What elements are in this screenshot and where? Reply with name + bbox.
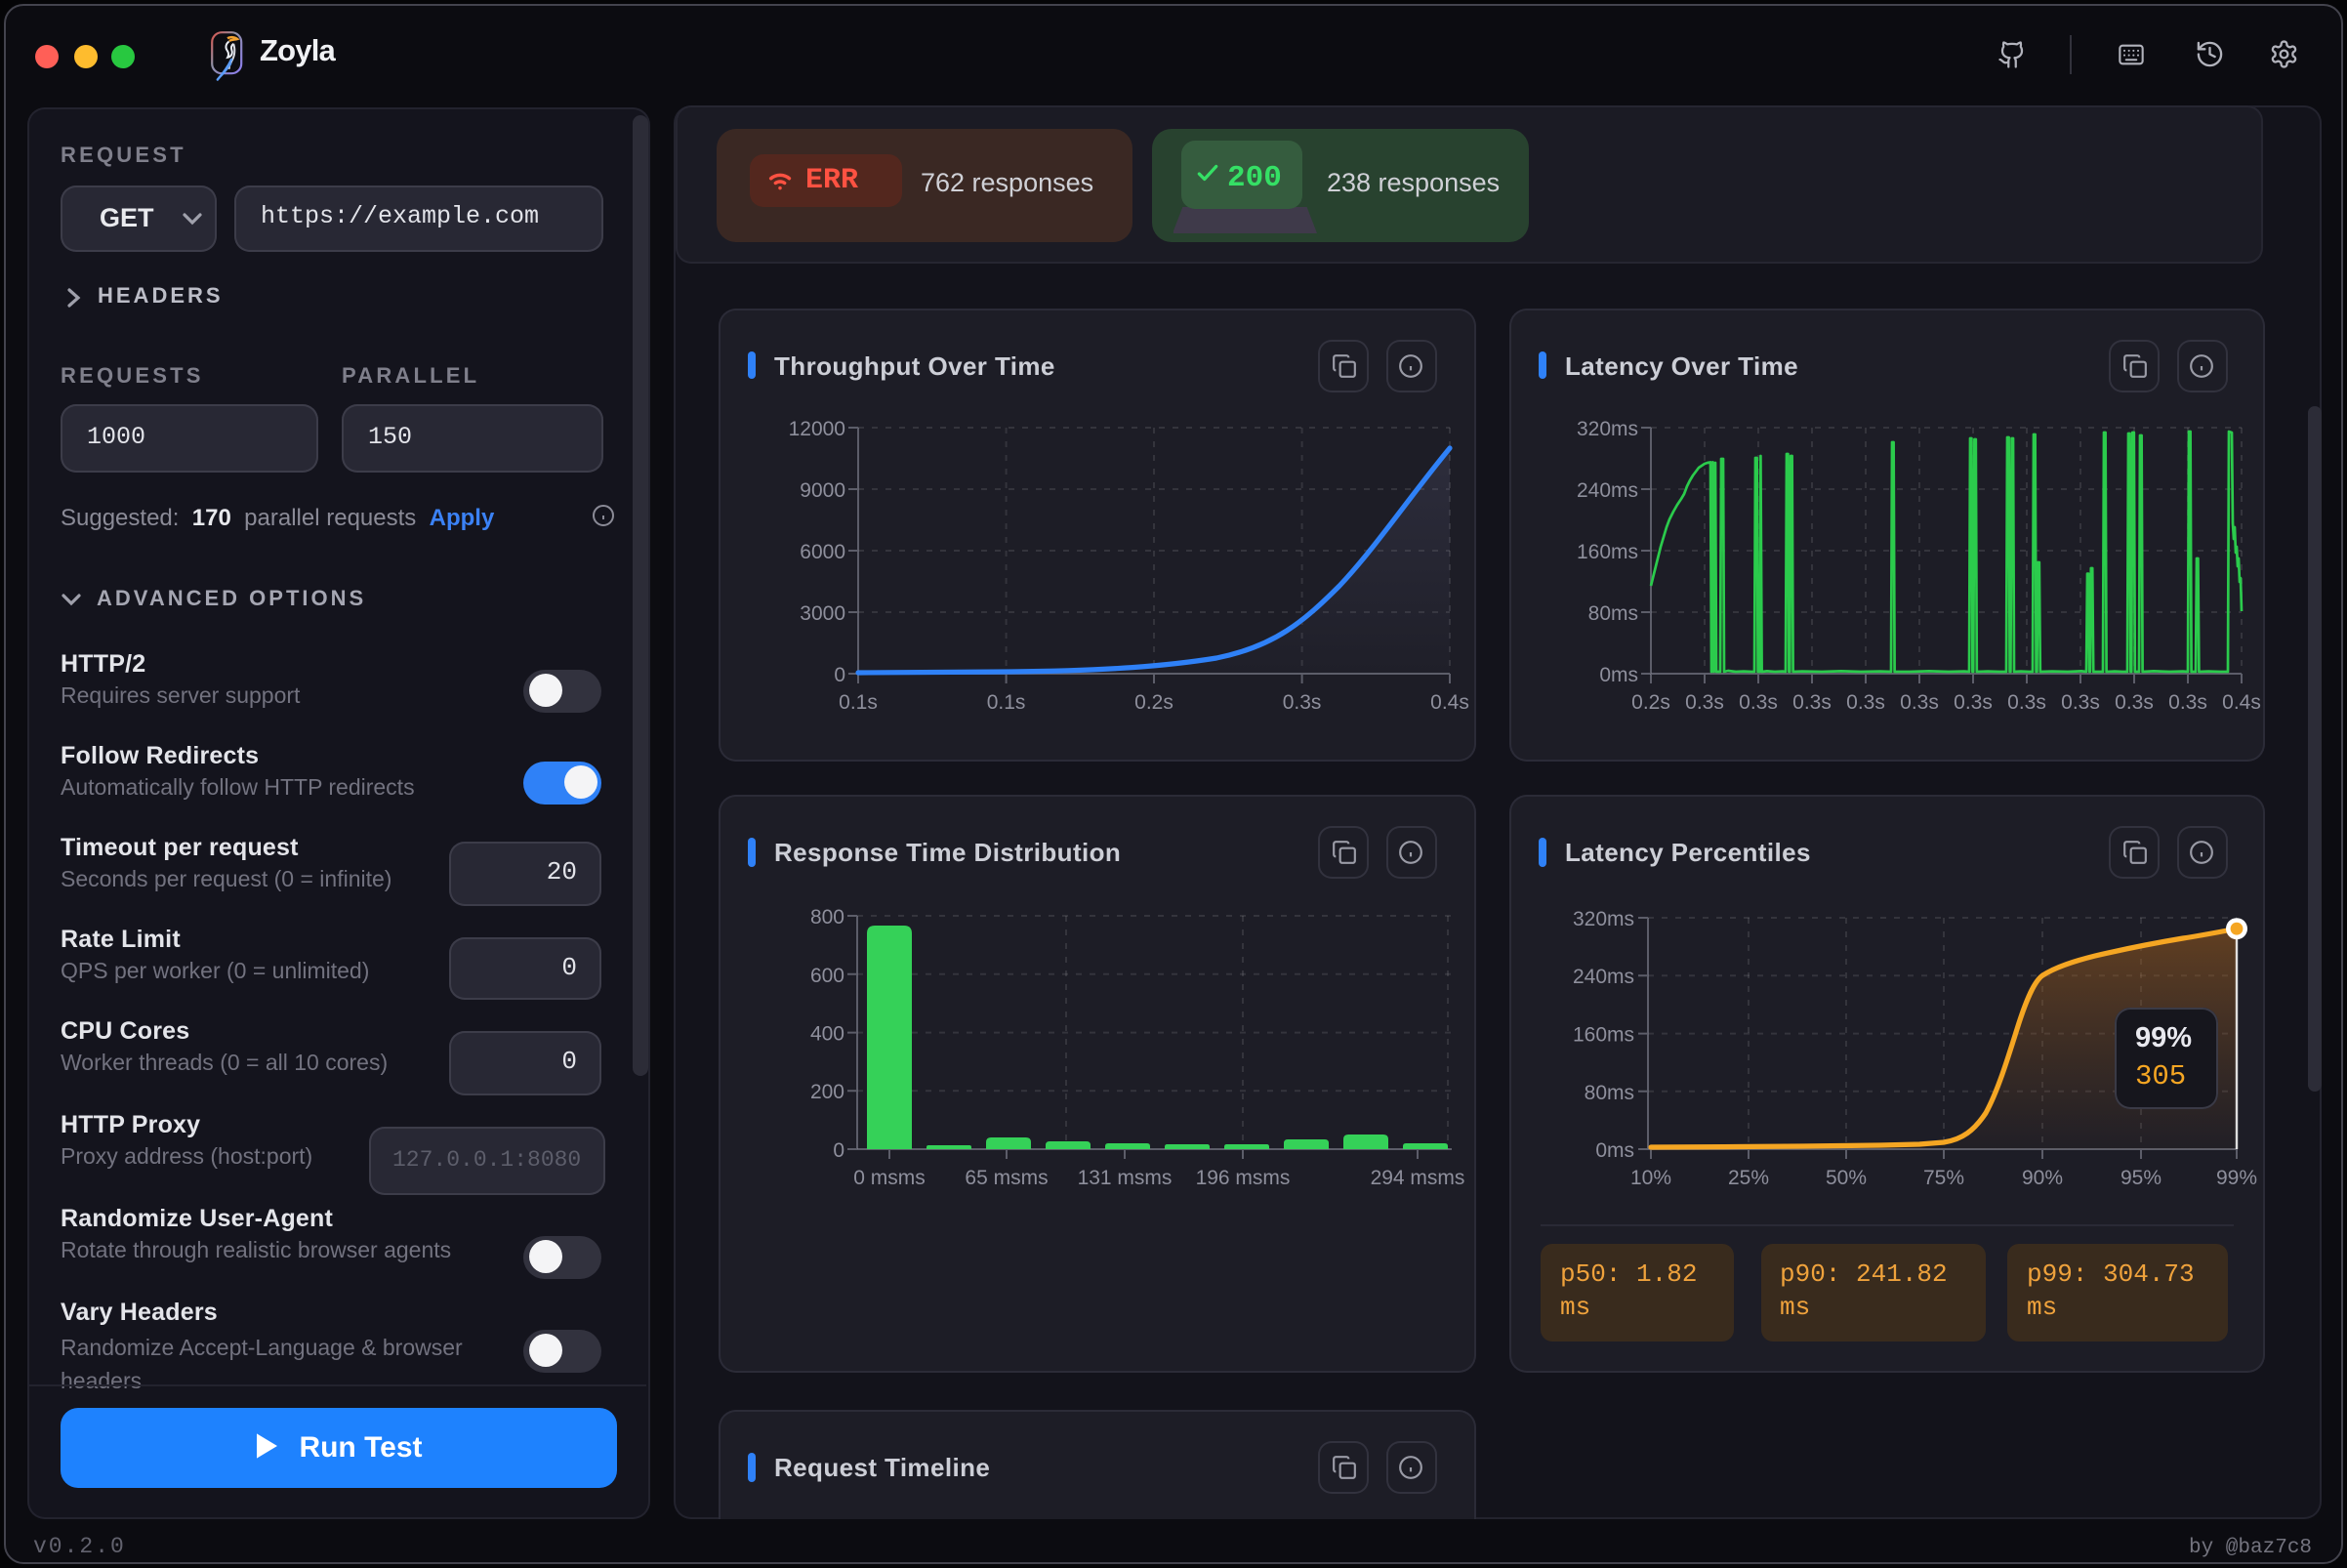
svg-text:600: 600 [809,965,844,987]
svg-text:0.4s: 0.4s [2221,690,2260,713]
svg-text:25%: 25% [1727,1167,1768,1189]
svg-text:10%: 10% [1629,1167,1670,1189]
svg-text:240ms: 240ms [1572,966,1633,988]
svg-text:0.3s: 0.3s [1845,690,1884,713]
svg-text:0 msms: 0 msms [852,1167,925,1189]
svg-text:75%: 75% [1922,1167,1963,1189]
svg-text:320ms: 320ms [1576,417,1637,439]
svg-text:12000: 12000 [788,417,844,439]
svg-text:95%: 95% [2120,1167,2161,1189]
svg-text:0: 0 [833,663,844,685]
svg-text:3000: 3000 [799,601,844,624]
svg-text:0.3s: 0.3s [1684,690,1723,713]
svg-text:0ms: 0ms [1598,663,1637,685]
svg-text:131 msms: 131 msms [1077,1167,1172,1189]
svg-text:0.1s: 0.1s [986,690,1025,713]
svg-text:0.3s: 0.3s [2060,690,2099,713]
svg-text:0.3s: 0.3s [2006,690,2045,713]
svg-text:6000: 6000 [799,540,844,562]
svg-text:0.4s: 0.4s [1429,690,1468,713]
svg-text:800: 800 [809,906,844,928]
svg-text:0: 0 [832,1139,844,1162]
svg-text:320ms: 320ms [1572,908,1633,930]
svg-text:90%: 90% [2021,1167,2062,1189]
svg-text:99%: 99% [2215,1167,2256,1189]
svg-text:80ms: 80ms [1584,1082,1633,1104]
svg-text:0.3s: 0.3s [1953,690,1992,713]
svg-text:0.2s: 0.2s [1630,690,1669,713]
svg-text:0.1s: 0.1s [838,690,877,713]
svg-text:196 msms: 196 msms [1195,1167,1290,1189]
svg-text:294 msms: 294 msms [1370,1167,1464,1189]
svg-text:0.3s: 0.3s [1899,690,1938,713]
svg-text:80ms: 80ms [1587,601,1637,624]
svg-text:0.3s: 0.3s [1282,690,1321,713]
svg-text:0.2s: 0.2s [1133,690,1173,713]
svg-text:160ms: 160ms [1576,540,1637,562]
svg-text:0.3s: 0.3s [1738,690,1777,713]
svg-text:0.3s: 0.3s [1791,690,1831,713]
svg-text:160ms: 160ms [1572,1024,1633,1047]
svg-text:400: 400 [809,1023,844,1046]
svg-text:9000: 9000 [799,478,844,501]
svg-text:65 msms: 65 msms [964,1167,1047,1189]
svg-text:0ms: 0ms [1594,1139,1633,1162]
svg-text:50%: 50% [1825,1167,1866,1189]
svg-text:240ms: 240ms [1576,478,1637,501]
svg-text:0.3s: 0.3s [2114,690,2153,713]
svg-text:0.3s: 0.3s [2167,690,2206,713]
svg-text:200: 200 [809,1081,844,1103]
